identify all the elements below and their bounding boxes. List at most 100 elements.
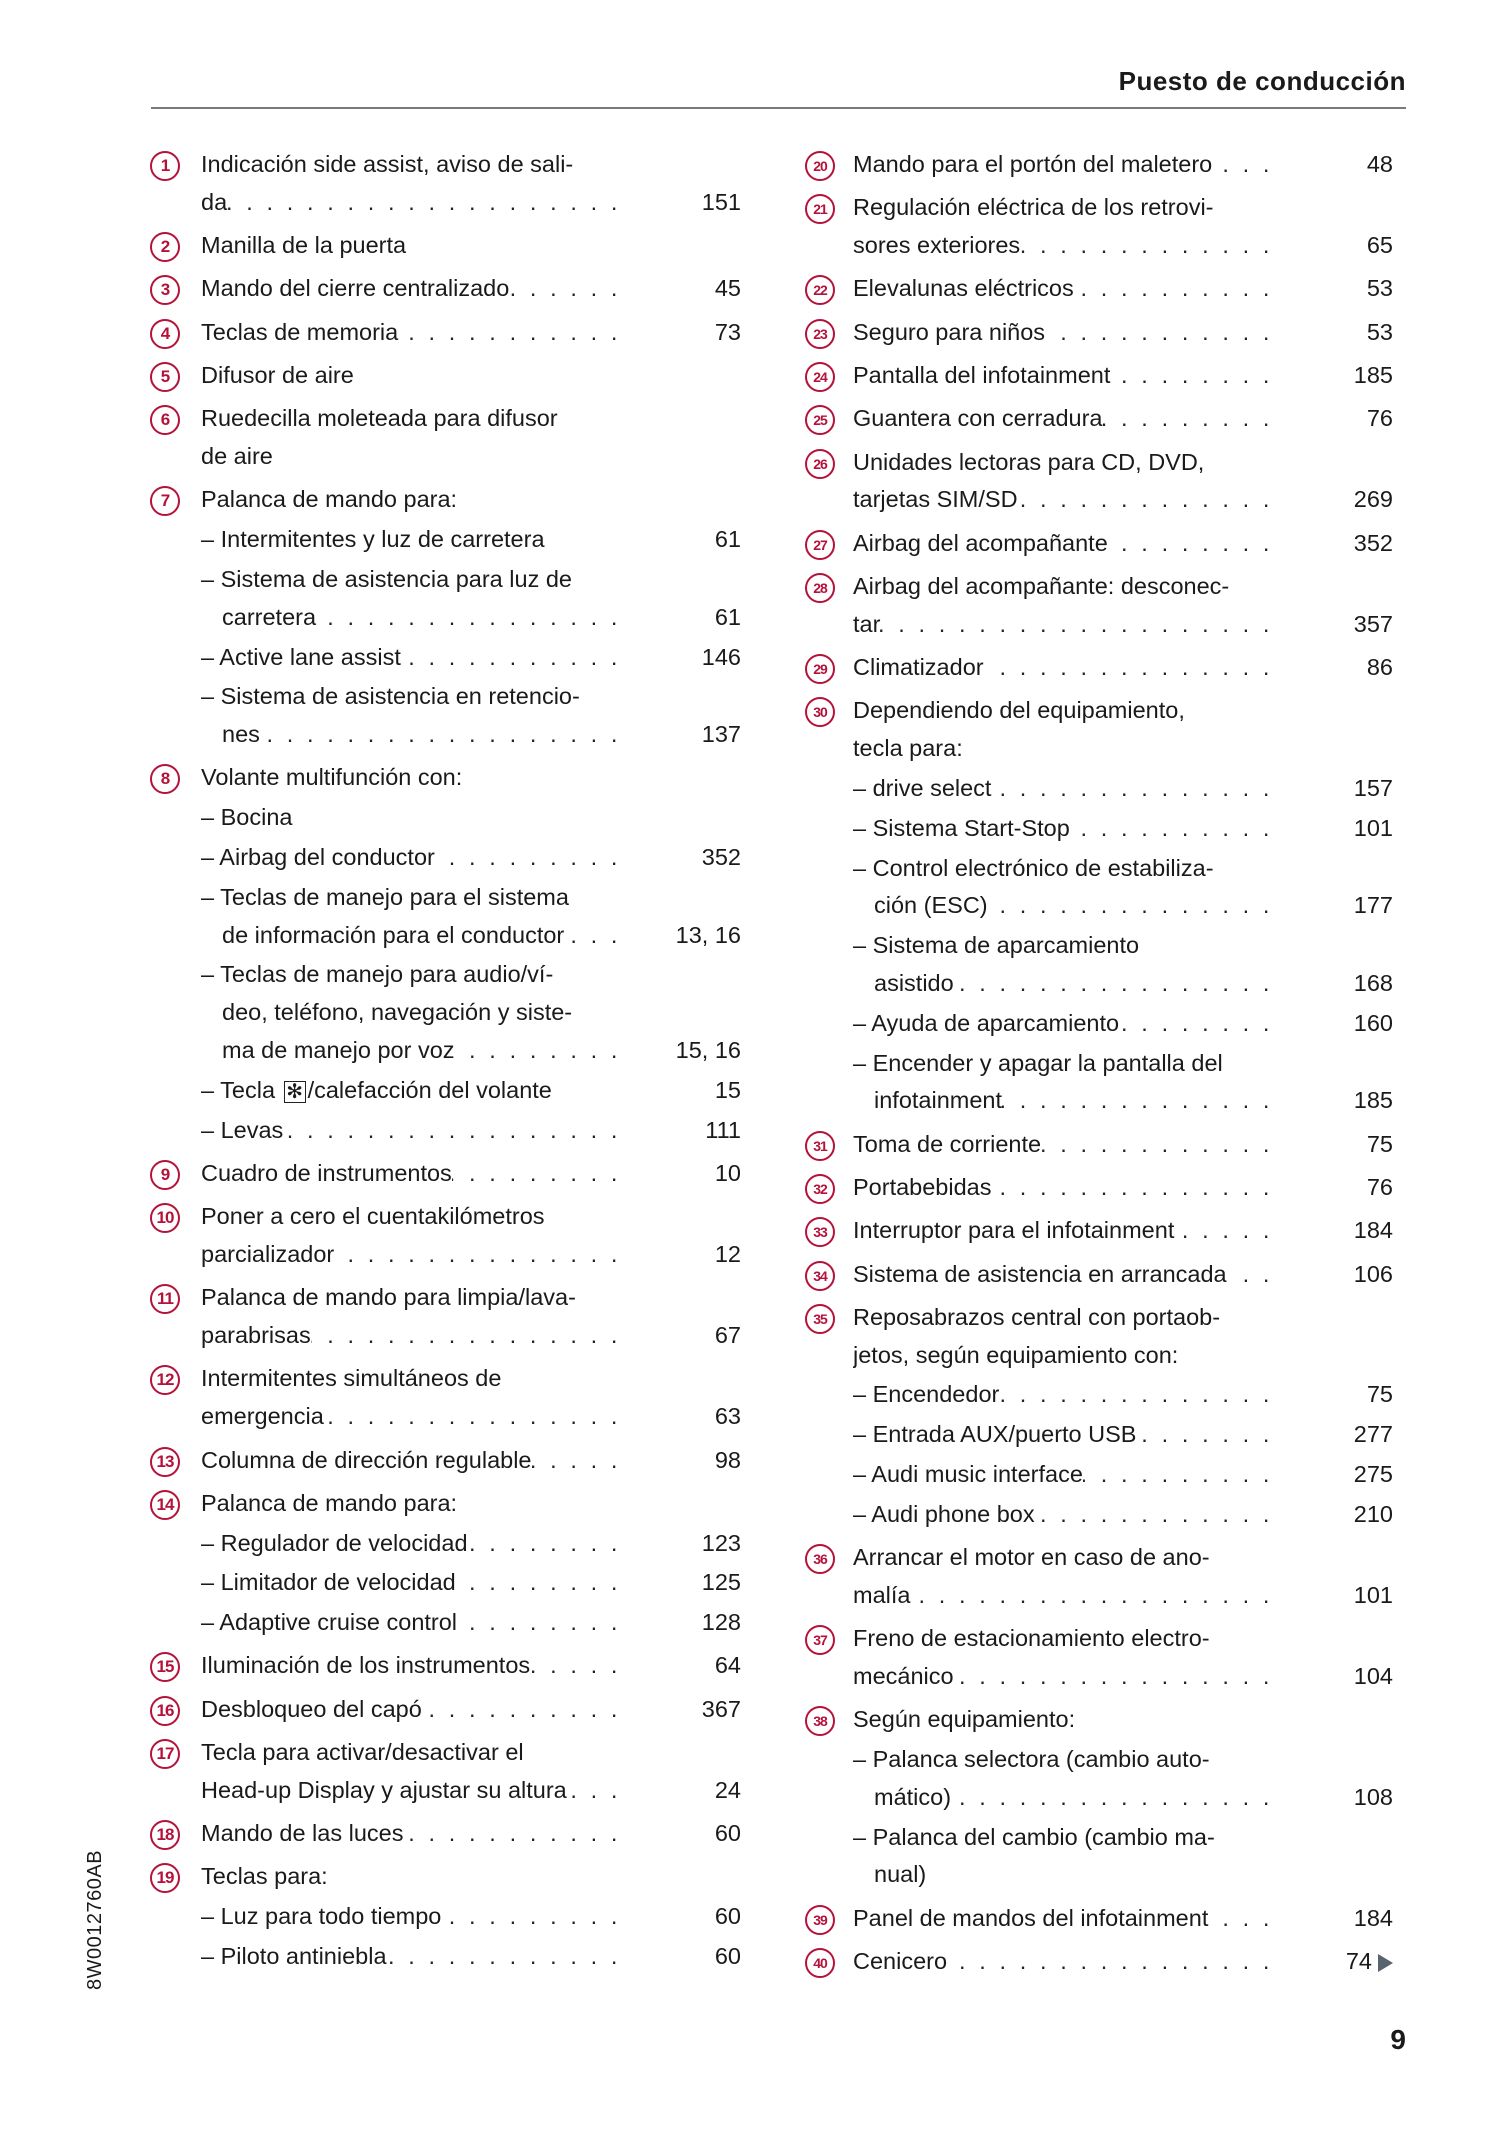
page-reference[interactable]: 12 <box>621 1236 741 1274</box>
page-reference[interactable]: 108 <box>1273 1779 1393 1817</box>
page-reference[interactable]: 65 <box>1273 227 1393 265</box>
page-reference[interactable]: 63 <box>621 1398 741 1436</box>
page-reference[interactable]: 101 <box>1273 810 1393 848</box>
page-reference[interactable]: 275 <box>1273 1456 1393 1494</box>
page-reference[interactable]: 15, 16 <box>621 1032 741 1070</box>
page-reference-number: 75 <box>1366 1381 1393 1408</box>
page-reference[interactable]: 101 <box>1273 1577 1393 1615</box>
entry-line: – Bocina <box>201 799 756 837</box>
page-reference[interactable]: 184 <box>1273 1212 1393 1250</box>
page-reference[interactable]: 10 <box>621 1155 741 1193</box>
page-reference[interactable]: 352 <box>621 839 741 877</box>
spacer <box>576 1279 621 1317</box>
legend-subitem: – Teclas de manejo para el sistema de inf… <box>201 879 756 955</box>
page-reference[interactable]: 357 <box>1273 606 1393 644</box>
entry-text-area: – Palanca selectora (cambio auto- <box>853 1741 1273 1779</box>
page-reference[interactable]: 73 <box>621 314 741 352</box>
entry-text-area: de aire <box>201 438 621 476</box>
page-reference[interactable]: 53 <box>1273 270 1393 308</box>
page-reference[interactable]: 61 <box>621 521 741 559</box>
page-reference[interactable]: 177 <box>1273 887 1393 925</box>
page-reference-number: 210 <box>1353 1500 1393 1527</box>
entry-text: – Palanca del cambio (cambio ma- <box>853 1823 1215 1850</box>
page-reference[interactable]: 269 <box>1273 481 1393 519</box>
entry-line: Mando del cierre centralizado . . . . . … <box>201 270 756 308</box>
page-reference[interactable]: 128 <box>621 1604 741 1642</box>
page-reference[interactable]: 98 <box>621 1442 741 1480</box>
entry-line: nual) <box>853 1856 1406 1894</box>
dot-leader: . . . . . . . . . . . . . . . . . . . . … <box>947 1948 1273 1975</box>
entry-line: Interruptor para el infotainment . . . .… <box>853 1212 1406 1250</box>
dot-leader: . . . . . . . . . . . . . . . . . . . . … <box>316 603 621 630</box>
spacer <box>273 438 621 476</box>
page-reference[interactable]: 185 <box>1273 357 1393 395</box>
page-reference[interactable]: 185 <box>1273 1082 1393 1120</box>
entry-text: malía <box>853 1581 911 1608</box>
page-reference[interactable]: 75 <box>1273 1376 1393 1414</box>
entry-text: /calefacción del volante <box>307 1076 552 1103</box>
entry-text: ma de manejo por voz <box>222 1037 455 1064</box>
page-reference[interactable]: 111 <box>621 1112 741 1150</box>
entry-text: Según equipamiento: <box>853 1706 1076 1733</box>
page-reference[interactable]: 76 <box>1273 400 1393 438</box>
entry-line: Cenicero . . . . . . . . . . . . . . . .… <box>853 1943 1406 1981</box>
entry-line: Ruedecilla moleteada para difusor <box>201 400 756 438</box>
page-reference[interactable]: 210 <box>1273 1496 1393 1534</box>
entry-line: – Airbag del conductor . . . . . . . . .… <box>201 839 756 877</box>
page-reference[interactable]: 106 <box>1273 1256 1393 1294</box>
dot-leader: . . . . . . . . . . . . . . . . . . . . … <box>441 1903 621 1930</box>
page-reference[interactable]: 60 <box>621 1938 741 1976</box>
page-reference[interactable]: 67 <box>621 1317 741 1355</box>
entry-text: Cuadro de instrumentos <box>201 1159 452 1186</box>
page-reference[interactable]: 277 <box>1273 1416 1393 1454</box>
entry-text: – Tecla <box>201 1076 276 1103</box>
spacer <box>545 521 621 559</box>
page-reference-number: 184 <box>1353 1217 1393 1244</box>
page-reference[interactable]: 184 <box>1273 1900 1393 1938</box>
page-reference[interactable]: 53 <box>1273 314 1393 352</box>
page-reference[interactable]: 61 <box>621 599 741 637</box>
callout-number-icon: 7 <box>150 486 180 517</box>
page-reference[interactable]: 86 <box>1273 649 1393 687</box>
page-reference[interactable]: 76 <box>1273 1169 1393 1207</box>
entry-line: Climatizador . . . . . . . . . . . . . .… <box>853 649 1406 687</box>
page-reference[interactable]: 123 <box>621 1525 741 1563</box>
page-reference[interactable]: 64 <box>621 1647 741 1685</box>
page-reference[interactable]: 60 <box>621 1815 741 1853</box>
page-reference[interactable]: 104 <box>1273 1658 1393 1696</box>
dot-leader: . . . . . . . . . . . . . . . . . . . . … <box>880 610 1273 637</box>
entry-text: Arrancar el motor en caso de ano- <box>853 1544 1210 1571</box>
page-reference[interactable]: 160 <box>1273 1005 1393 1043</box>
page-reference[interactable]: 60 <box>621 1898 741 1936</box>
page-reference[interactable]: 137 <box>621 716 741 754</box>
entry-text-area: Freno de estacionamiento electro- <box>853 1620 1273 1658</box>
page-reference[interactable]: 45 <box>621 270 741 308</box>
page-reference[interactable]: 24 <box>621 1772 741 1810</box>
entry-text: nual) <box>874 1861 927 1888</box>
spacer <box>1204 444 1273 482</box>
dot-leader: . . . . . . . . . . . . . . . . . . . . … <box>1212 151 1273 177</box>
legend-item: 2 Manilla de la puerta <box>150 227 756 265</box>
entry-line: Desbloqueo del capó . . . . . . . . . . … <box>201 1691 756 1729</box>
entry-text: Palanca de mando para: <box>201 1489 458 1516</box>
legend-subitem: – Entrada AUX/puerto USB . . . . . . . .… <box>853 1416 1406 1454</box>
spacer <box>1178 1337 1273 1375</box>
page-reference[interactable]: 48 <box>1273 146 1393 184</box>
page-reference[interactable]: 157 <box>1273 770 1393 808</box>
page-reference[interactable]: 151 <box>621 184 741 222</box>
page-reference[interactable]: 352 <box>1273 525 1393 563</box>
legend-item: 39 Panel de mandos del infotainment . . .… <box>802 1900 1406 1938</box>
page-reference[interactable]: 367 <box>621 1691 741 1729</box>
page-reference[interactable]: 146 <box>621 639 741 677</box>
entry-line: – Limitador de velocidad . . . . . . . .… <box>201 1564 756 1602</box>
callout-number-icon: 22 <box>805 275 835 306</box>
page-reference[interactable]: 75 <box>1273 1126 1393 1164</box>
page-reference[interactable]: 74 <box>1273 1943 1393 1981</box>
entry-line: Panel de mandos del infotainment . . . .… <box>853 1900 1406 1938</box>
page-reference[interactable]: 13, 16 <box>621 917 741 955</box>
page-reference[interactable]: 15 <box>621 1072 741 1110</box>
page-reference[interactable]: 125 <box>621 1564 741 1602</box>
entry-text-area: – Levas . . . . . . . . . . . . . . . . … <box>201 1112 621 1150</box>
dot-leader: . . . . . . . . . . . . . . . . . . . . … <box>530 1652 621 1679</box>
page-reference[interactable]: 168 <box>1273 965 1393 1003</box>
